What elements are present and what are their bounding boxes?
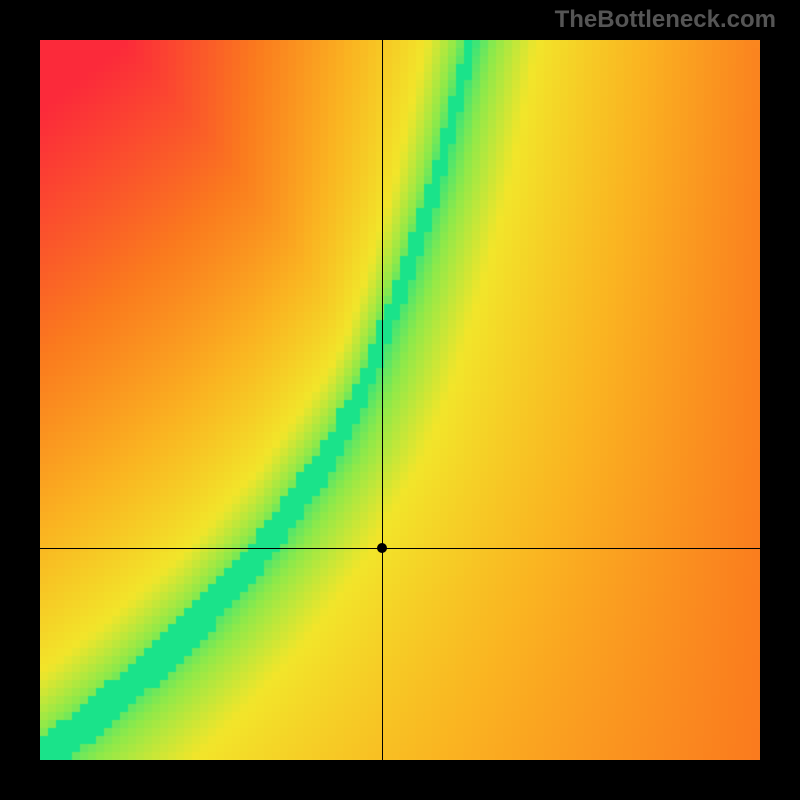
- watermark-text: TheBottleneck.com: [555, 6, 776, 34]
- chart-container: TheBottleneck.com: [0, 0, 800, 800]
- crosshair-horizontal: [40, 548, 760, 549]
- heatmap-canvas: [40, 40, 760, 760]
- crosshair-vertical: [382, 40, 383, 760]
- plot-area: [40, 40, 760, 760]
- marker-dot: [377, 543, 387, 553]
